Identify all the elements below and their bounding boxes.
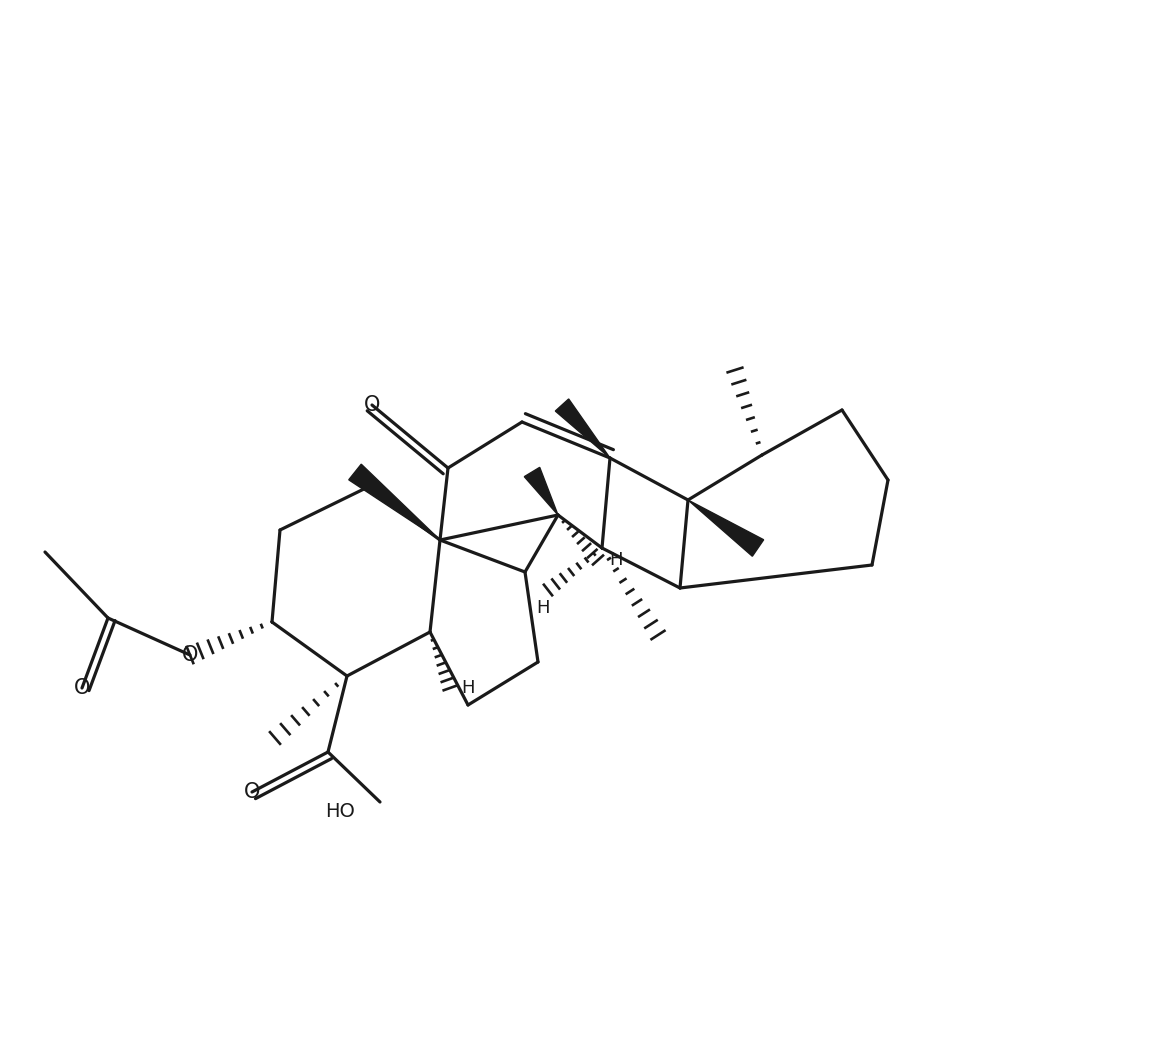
Polygon shape [555,399,611,458]
Polygon shape [525,467,558,515]
Text: O: O [364,395,380,416]
Polygon shape [349,464,440,540]
Text: O: O [181,644,198,665]
Text: O: O [73,678,91,697]
Text: H: H [536,599,550,617]
Text: HO: HO [326,802,355,822]
Text: H: H [462,679,475,697]
Polygon shape [688,500,764,556]
Text: H: H [609,551,622,569]
Text: O: O [244,782,261,802]
